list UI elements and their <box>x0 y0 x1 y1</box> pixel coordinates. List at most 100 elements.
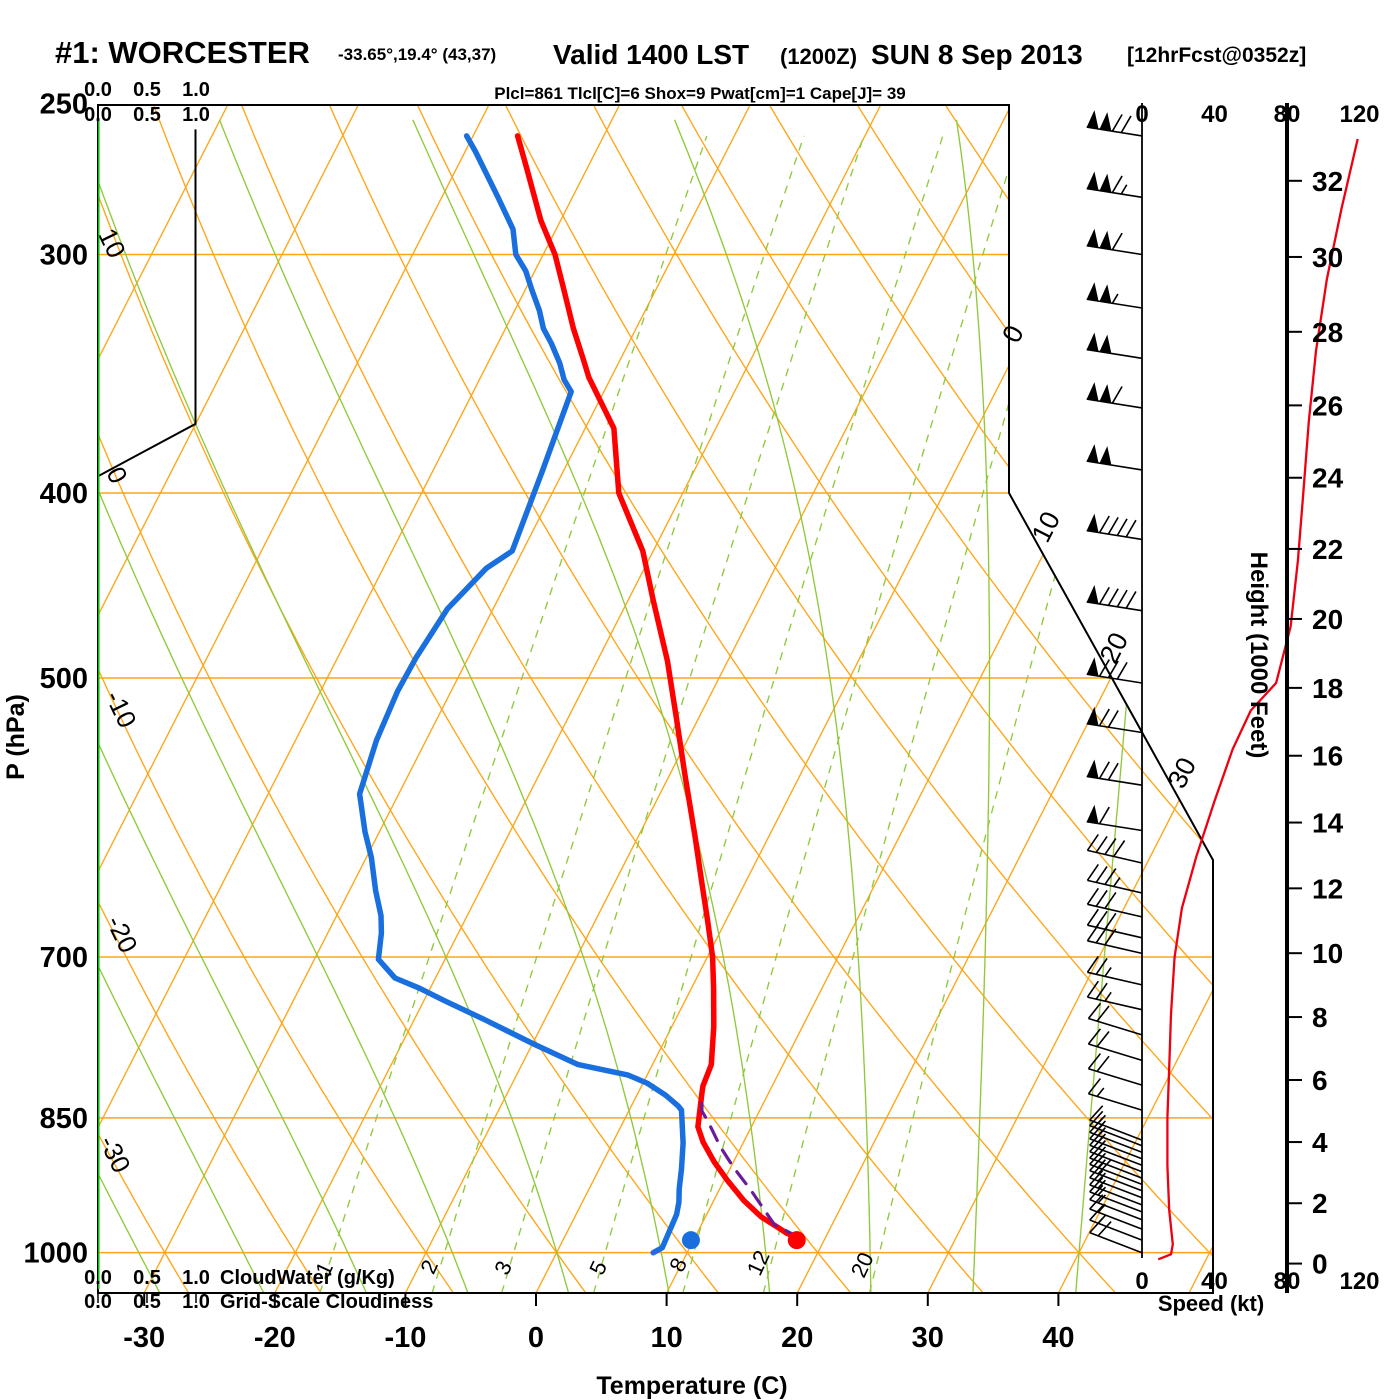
wind-barb-full <box>1089 1176 1104 1193</box>
wind-barb-full <box>1087 1078 1102 1095</box>
wind-barb <box>1086 282 1143 309</box>
speed-tick-label-top: 0 <box>1135 101 1148 128</box>
wind-barb <box>1086 804 1143 832</box>
wind-barb-full <box>1125 591 1137 609</box>
moist-adiabat-line <box>98 119 469 1293</box>
height-tick-label: 28 <box>1312 317 1343 348</box>
wind-barb <box>1086 706 1143 734</box>
wind-barb-pennant <box>1086 444 1099 464</box>
wind-barb-full <box>1086 908 1099 926</box>
wind-barb-half <box>1096 1087 1105 1097</box>
wind-barb-pennant <box>1086 657 1099 677</box>
pressure-tick-label: 250 <box>40 88 88 120</box>
cloudwater-scale-top: 0.0 <box>84 79 112 101</box>
cloudwater-scale-top: 0.5 <box>133 79 161 101</box>
wind-barb-full <box>1095 889 1108 907</box>
cloudwater-scale-bottom: 0.0 <box>84 1267 112 1289</box>
wind-barb-full <box>1116 589 1128 608</box>
isotherm-line <box>665 105 1213 1293</box>
temperature-tick-label: -30 <box>123 1322 165 1354</box>
wind-barb-full <box>1089 1136 1104 1153</box>
cloudwater-axis-title: CloudWater (g/Kg) <box>220 1267 395 1289</box>
speed-tick-label-bottom: 120 <box>1339 1268 1379 1295</box>
wind-barbs <box>1086 103 1143 1258</box>
moist-adiabat-line <box>98 119 161 1293</box>
mixing-ratio-label: 12 <box>742 1246 775 1279</box>
wind-barb-full <box>1089 1162 1104 1179</box>
surface-dewpoint-dot <box>681 1231 700 1250</box>
wind-barb-full <box>1089 1117 1104 1133</box>
dry-adiabat-line <box>503 105 1213 1293</box>
wind-barb <box>1087 1028 1143 1062</box>
moist-adiabat-line <box>955 119 991 1293</box>
wind-barb-full <box>1089 1123 1104 1140</box>
dry-adiabat-line <box>98 105 719 1293</box>
height-tick-label: 18 <box>1312 673 1343 704</box>
wind-barb-full <box>1089 1155 1104 1172</box>
height-tick-label: 6 <box>1312 1065 1328 1096</box>
wind-barb-pennant <box>1099 334 1112 354</box>
wind-barb-shaft <box>1088 1092 1143 1111</box>
height-tick-label: 26 <box>1312 390 1343 421</box>
isotherm-label: 0 <box>996 320 1030 347</box>
valid-date: SUN 8 Sep 2013 <box>871 39 1083 70</box>
height-tick-label: 22 <box>1312 534 1343 565</box>
isotherm-line <box>143 105 751 1293</box>
speed-curve <box>1157 138 1359 1261</box>
wind-barb-half <box>1097 1172 1107 1182</box>
temperature-tick-label: 10 <box>650 1322 682 1354</box>
plot-border <box>97 104 1214 1294</box>
wind-barb <box>1086 887 1143 918</box>
pressure-tick-label: 300 <box>40 239 88 271</box>
height-tick-label: 12 <box>1312 873 1343 904</box>
isotherm-line <box>98 105 359 1293</box>
wind-barb-full <box>1089 1149 1104 1165</box>
wind-barb-shaft <box>1087 849 1143 864</box>
isotherm-label: 20 <box>1094 628 1134 668</box>
wind-barb-full <box>1104 868 1117 885</box>
wind-barb-full <box>1096 1005 1110 1022</box>
dewpoint-curve <box>356 133 686 1256</box>
temperature-tick-label: -20 <box>254 1322 296 1354</box>
wind-barb-full <box>1095 866 1108 883</box>
wind-barb <box>1086 171 1143 199</box>
wind-barb-full <box>1113 840 1126 857</box>
pressure-axis-title: P (hPa) <box>2 694 30 780</box>
forecast-tag: [12hrFcst@0352z] <box>1127 44 1306 67</box>
wind-barb-full <box>1095 910 1108 928</box>
wind-barb-full <box>1116 662 1128 680</box>
wind-barb-full <box>1089 1205 1104 1221</box>
wind-barb-shaft <box>1086 601 1143 612</box>
wind-barb-full <box>1089 1194 1104 1210</box>
wind-barb-pennant <box>1099 173 1112 193</box>
wind-barb-full <box>1120 115 1132 134</box>
wind-barb-full <box>1111 114 1123 132</box>
wind-barb-shaft <box>1089 1231 1143 1254</box>
wind-barb-pennant <box>1086 513 1099 533</box>
mixing-ratio-label: 8 <box>664 1254 692 1276</box>
wind-barb-shaft <box>1087 996 1143 1011</box>
height-tick-label: 4 <box>1312 1127 1328 1158</box>
wind-barb-shaft <box>1086 298 1143 309</box>
surface-temperature-dot <box>787 1231 806 1250</box>
moist-adiabat-line <box>218 119 670 1293</box>
speed-tick-label-top: 120 <box>1339 101 1379 128</box>
height-tick-label: 0 <box>1312 1249 1328 1280</box>
wind-barb <box>1086 513 1143 541</box>
axis-titles: Temperature (C) P (hPa) Height (1000 Fee… <box>2 552 1272 1400</box>
wind-barb-full <box>1086 980 1099 998</box>
mixing-ratio-line <box>431 135 805 1293</box>
wind-barb-pennant <box>1086 228 1099 248</box>
wind-barb-pennant <box>1099 446 1112 466</box>
dry-adiabat-line <box>98 105 455 1293</box>
mixing-ratio-line <box>319 135 708 1293</box>
wind-barb <box>1086 924 1143 955</box>
height-tick-label: 30 <box>1312 242 1343 273</box>
wind-barb-shaft <box>1086 244 1143 256</box>
dry-adiabat-line <box>240 105 984 1293</box>
height-tick-label: 14 <box>1312 808 1344 839</box>
wind-barb-full <box>1089 1105 1104 1121</box>
dry-adiabat-line <box>679 105 1213 1293</box>
wind-barb <box>1087 1002 1143 1036</box>
wind-barb-full <box>1089 1217 1104 1234</box>
